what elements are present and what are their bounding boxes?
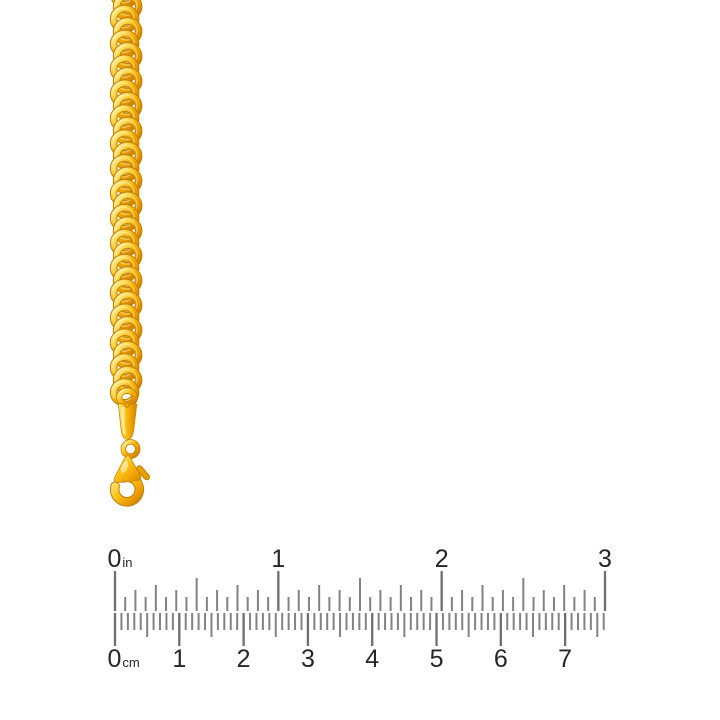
cm-label-0: 0cm xyxy=(108,645,140,673)
cm-label-7: 7 xyxy=(558,645,572,673)
cm-label-6: 6 xyxy=(494,645,508,673)
chain-link-highlight xyxy=(115,318,138,340)
chain-link-highlight xyxy=(112,231,135,253)
chain-link-highlight xyxy=(112,356,135,377)
chain-link-highlight xyxy=(112,331,135,352)
inch-label-1: 1 xyxy=(271,545,285,573)
chain-link-highlight xyxy=(112,82,135,103)
chain-link-highlight xyxy=(115,69,138,91)
cm-label-1: 1 xyxy=(172,645,186,673)
lobster-clasp xyxy=(109,455,151,507)
jump-ring xyxy=(120,439,141,459)
chain-link-highlight xyxy=(115,0,132,4)
cm-label-4: 4 xyxy=(365,645,379,673)
chain-link-highlight xyxy=(112,57,135,79)
chain-link-highlight xyxy=(112,132,135,153)
chain-link-highlight xyxy=(112,256,135,278)
chain-link-highlight xyxy=(115,268,138,290)
cm-label-3: 3 xyxy=(301,645,315,673)
clasp-trigger xyxy=(136,465,151,481)
chain-link-highlight xyxy=(115,94,138,116)
chain-link-highlight xyxy=(115,119,138,141)
chain-link-highlight xyxy=(115,194,138,215)
clasp-body-highlight xyxy=(120,461,129,473)
unit-suffix: in xyxy=(122,555,132,570)
chain-link-highlight xyxy=(115,293,138,315)
chain-link-highlight xyxy=(112,32,135,54)
clasp-body xyxy=(113,455,142,483)
unit-suffix: cm xyxy=(122,655,139,670)
ruler: 0in 1 2 3 0cm 1 2 3 4 5 6 7 xyxy=(108,545,612,673)
inch-label-2: 2 xyxy=(435,545,449,573)
chain-link-highlight xyxy=(115,20,138,41)
chain-end-cap xyxy=(117,403,138,440)
chain-link-highlight xyxy=(112,107,135,128)
end-cap-notch xyxy=(122,403,132,409)
chain-link-highlight xyxy=(112,281,135,303)
chain-link-highlight xyxy=(115,343,138,365)
end-cap-highlight xyxy=(121,407,126,436)
chain-link-highlight xyxy=(115,44,138,66)
cm-label-2: 2 xyxy=(237,645,251,673)
chain-link xyxy=(112,0,137,8)
chain-link-highlight xyxy=(115,0,138,16)
gold-chain xyxy=(109,0,143,407)
inch-scale-ticks xyxy=(113,571,607,611)
chain-link-highlight xyxy=(112,206,135,228)
cm-scale-labels: 0cm 1 2 3 4 5 6 7 xyxy=(108,645,573,673)
chain-link-highlight xyxy=(112,306,135,328)
chain-connector-link xyxy=(116,387,138,408)
inch-label-0: 0in xyxy=(108,545,133,573)
chain-link-highlight xyxy=(115,244,138,265)
cm-label-5: 5 xyxy=(430,645,444,673)
chain-link-highlight xyxy=(115,169,138,191)
chain-link-highlight xyxy=(112,156,135,178)
chain-link-highlight xyxy=(115,219,138,240)
chain-link-highlight xyxy=(112,181,135,203)
chain-link-highlight xyxy=(115,144,138,166)
inch-scale-labels: 0in 1 2 3 xyxy=(108,545,612,573)
cm-scale-ticks xyxy=(113,613,605,646)
inch-label-3: 3 xyxy=(598,545,612,573)
chain-link-highlight xyxy=(112,7,135,29)
